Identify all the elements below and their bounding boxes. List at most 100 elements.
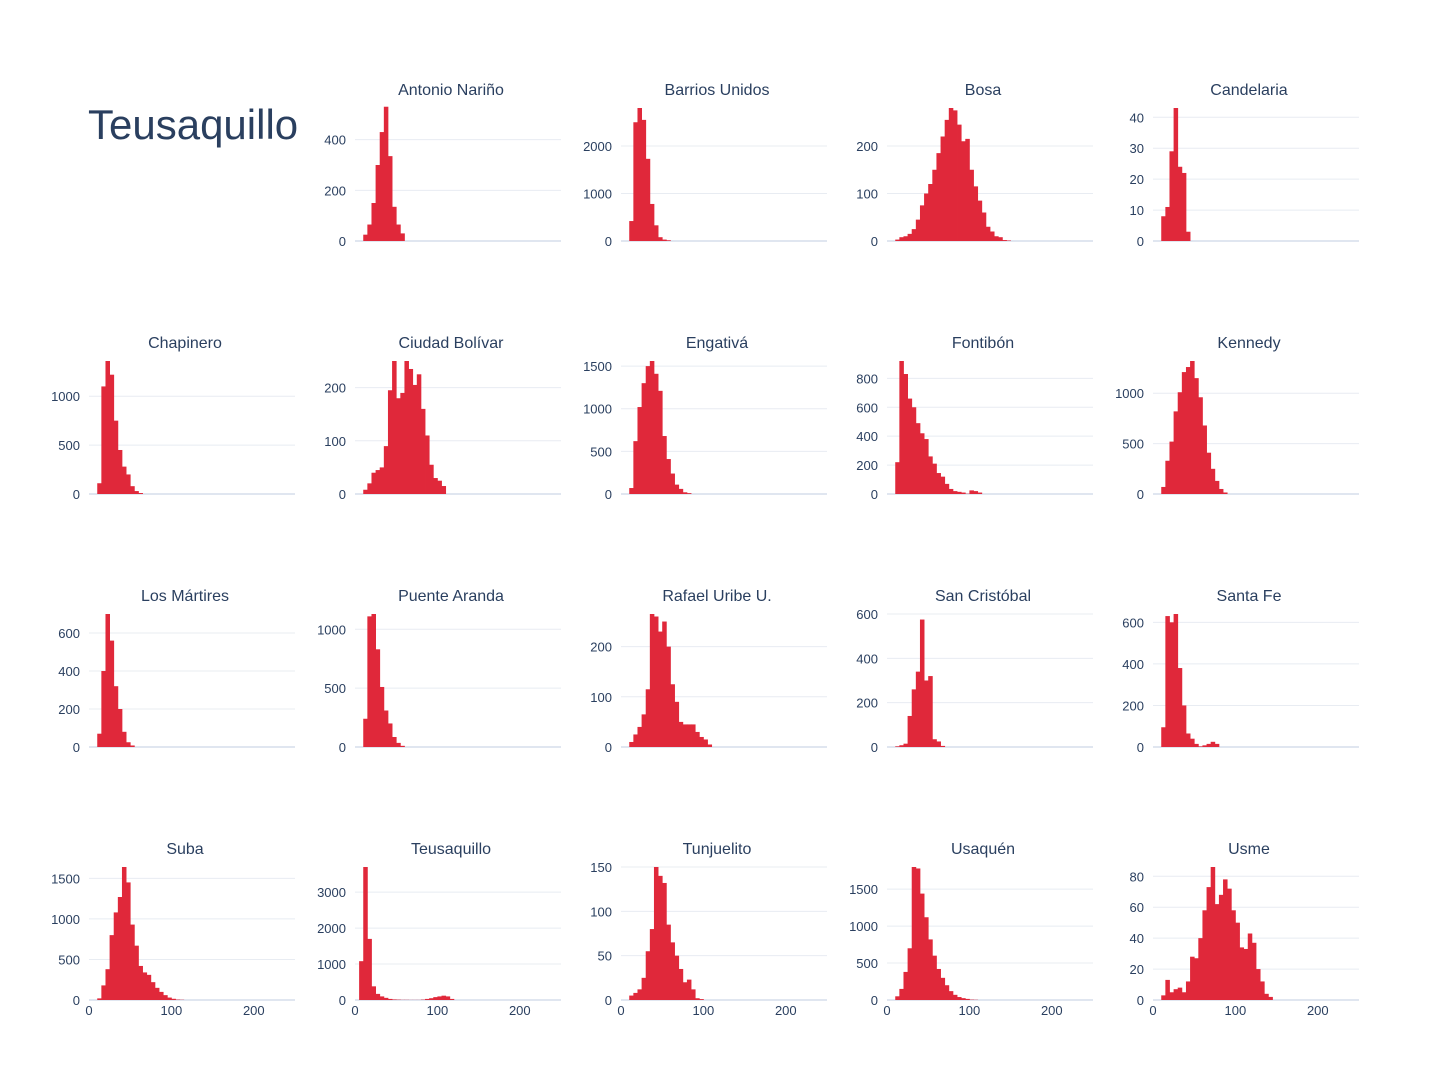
histogram-bar	[367, 938, 372, 1000]
histogram-bar	[134, 945, 139, 1000]
histogram-bar	[965, 998, 970, 1000]
histogram-bar	[1181, 705, 1187, 747]
histogram-bar	[1185, 981, 1191, 1000]
subplot-title: Usme	[1228, 841, 1270, 858]
histogram-bar	[1165, 616, 1170, 747]
histogram-bar	[944, 483, 950, 494]
histogram-bar	[1181, 372, 1187, 494]
subplot-title: Ciudad Bolívar	[399, 335, 505, 352]
subplot: 0 100 200 Rafael Uribe U.	[590, 588, 827, 755]
histogram-bar	[113, 912, 119, 1000]
y-tick-label: 0	[73, 487, 80, 502]
page-title: Teusaquillo	[88, 101, 299, 148]
y-tick-label: 0	[73, 993, 80, 1008]
histogram-bar	[429, 998, 434, 1000]
y-tick-label: 0	[871, 234, 878, 249]
y-tick-label: 30	[1130, 141, 1144, 156]
histogram-bar	[637, 108, 642, 241]
histogram-bar	[105, 969, 110, 1000]
histogram-bar	[379, 996, 385, 1000]
histogram-bar	[699, 999, 704, 1000]
histogram-bar	[117, 709, 123, 747]
histogram-bar	[396, 224, 401, 241]
histogram-bar	[1173, 411, 1179, 494]
histogram-bar	[649, 929, 655, 1000]
histogram-bar	[130, 486, 135, 494]
histogram-bar	[944, 119, 950, 241]
y-tick-label: 500	[58, 438, 80, 453]
histogram-bar	[130, 745, 135, 747]
histogram-bar	[936, 968, 941, 1000]
y-tick-label: 200	[856, 139, 878, 154]
histogram-bar	[375, 993, 381, 1000]
histogram-bar	[674, 701, 680, 747]
histogram-bar	[662, 621, 667, 747]
histogram-bar	[1169, 622, 1174, 747]
y-tick-label: 100	[856, 187, 878, 202]
histogram-bar	[641, 977, 647, 1000]
histogram-bar	[666, 646, 671, 747]
histogram-bar	[396, 398, 401, 494]
histogram-bar	[167, 997, 172, 1000]
x-tick-label: 100	[427, 1003, 449, 1018]
histogram-bar	[653, 373, 659, 494]
histogram-bar	[105, 361, 110, 494]
histogram-bar	[1206, 887, 1212, 1000]
histogram-bar	[1185, 367, 1191, 494]
histogram-bar	[437, 996, 442, 1000]
histogram-bar	[911, 407, 917, 494]
histogram-bar	[363, 867, 368, 1000]
histogram-bar	[383, 997, 389, 1000]
histogram-bar	[990, 231, 995, 241]
histogram-bar	[1165, 979, 1170, 1000]
y-tick-label: 800	[856, 371, 878, 386]
histogram-bar	[932, 955, 937, 1000]
histogram-bar	[645, 158, 651, 241]
histogram-bar	[653, 867, 659, 1000]
histogram-bar	[159, 991, 164, 1000]
histogram-bar	[359, 961, 364, 1000]
histogram-bar	[1161, 216, 1166, 241]
histogram-bar	[1218, 894, 1224, 1000]
histogram-bar	[1177, 166, 1183, 241]
histogram-bar	[1206, 743, 1212, 747]
histogram-bar	[645, 366, 651, 494]
histogram-bar	[641, 119, 647, 241]
y-tick-label: 2000	[317, 921, 346, 936]
histogram-bar	[387, 390, 393, 494]
histogram-bar	[375, 649, 381, 747]
histogram-bar	[437, 480, 442, 494]
subplot-title: San Cristóbal	[935, 588, 1031, 605]
histogram-bar	[695, 998, 700, 1000]
subplot: 0 500 1000 1500 Engativá	[583, 335, 827, 502]
histogram-bar	[907, 715, 913, 747]
histogram-bar	[973, 491, 979, 494]
y-tick-label: 0	[1137, 993, 1144, 1008]
histogram-bar	[1161, 486, 1166, 494]
histogram-bar	[379, 132, 385, 241]
subplot: 0 100 200 Bosa	[856, 82, 1093, 249]
histogram-bar	[1260, 981, 1265, 1000]
histogram-bar	[957, 491, 962, 494]
histogram-bar	[637, 407, 642, 494]
histogram-bar	[695, 731, 700, 747]
histogram-bar	[653, 225, 659, 241]
histogram-bar	[367, 483, 372, 494]
y-tick-label: 1000	[51, 912, 80, 927]
subplot-title: Bosa	[965, 82, 1002, 99]
histogram-bar	[903, 374, 908, 494]
subplot: 0 500 1000 Puente Aranda	[317, 588, 561, 755]
x-tick-label: 0	[1149, 1003, 1156, 1018]
histogram-bar	[1256, 969, 1261, 1000]
subplot-title: Chapinero	[148, 335, 222, 352]
subplot-title: Candelaria	[1210, 82, 1287, 99]
histogram-bar	[134, 491, 139, 494]
histogram-bar	[940, 476, 946, 494]
histogram-bar	[961, 998, 966, 1000]
subplot: 0 1000 2000 Barrios Unidos	[583, 82, 827, 249]
histogram-bar	[1214, 480, 1220, 494]
histogram-bar	[97, 483, 102, 494]
histogram-bar	[154, 987, 160, 1000]
histogram-bar	[126, 474, 131, 494]
histogram-bar	[928, 184, 933, 241]
